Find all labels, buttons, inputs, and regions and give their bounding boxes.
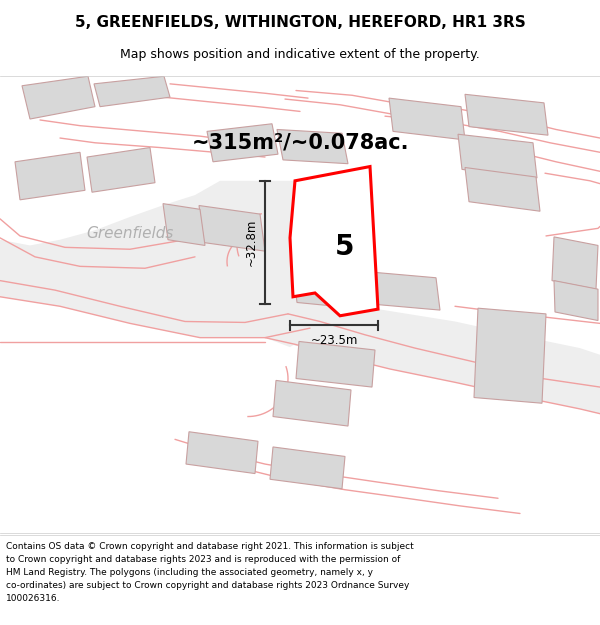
Polygon shape (465, 94, 548, 135)
Polygon shape (15, 152, 85, 200)
Text: co-ordinates) are subject to Crown copyright and database rights 2023 Ordnance S: co-ordinates) are subject to Crown copyr… (6, 581, 409, 590)
Polygon shape (277, 129, 348, 164)
Text: 5, GREENFIELDS, WITHINGTON, HEREFORD, HR1 3RS: 5, GREENFIELDS, WITHINGTON, HEREFORD, HR… (74, 16, 526, 31)
Polygon shape (199, 206, 265, 251)
Polygon shape (371, 272, 440, 310)
Text: ~32.8m: ~32.8m (245, 219, 257, 266)
Polygon shape (94, 76, 170, 107)
Polygon shape (87, 148, 155, 192)
Polygon shape (554, 281, 598, 321)
Polygon shape (474, 308, 546, 403)
Polygon shape (270, 447, 345, 489)
Text: Greenfields: Greenfields (86, 226, 173, 241)
Polygon shape (465, 168, 540, 211)
Text: ~23.5m: ~23.5m (310, 334, 358, 347)
Polygon shape (22, 76, 95, 119)
Polygon shape (163, 204, 205, 246)
Polygon shape (0, 281, 288, 322)
Polygon shape (0, 181, 340, 347)
Polygon shape (186, 432, 258, 474)
Text: 100026316.: 100026316. (6, 594, 61, 603)
Polygon shape (293, 269, 365, 309)
Text: Contains OS data © Crown copyright and database right 2021. This information is : Contains OS data © Crown copyright and d… (6, 541, 414, 551)
Text: Map shows position and indicative extent of the property.: Map shows position and indicative extent… (120, 48, 480, 61)
Polygon shape (273, 381, 351, 426)
Polygon shape (458, 134, 537, 178)
Text: HM Land Registry. The polygons (including the associated geometry, namely x, y: HM Land Registry. The polygons (includin… (6, 568, 373, 577)
Polygon shape (265, 309, 600, 414)
Polygon shape (296, 341, 375, 387)
Text: 5: 5 (335, 233, 355, 261)
Polygon shape (290, 166, 378, 316)
Text: to Crown copyright and database rights 2023 and is reproduced with the permissio: to Crown copyright and database rights 2… (6, 554, 400, 564)
Polygon shape (389, 98, 465, 140)
Text: ~315m²/~0.078ac.: ~315m²/~0.078ac. (191, 132, 409, 152)
Polygon shape (552, 237, 598, 289)
Polygon shape (207, 124, 278, 162)
